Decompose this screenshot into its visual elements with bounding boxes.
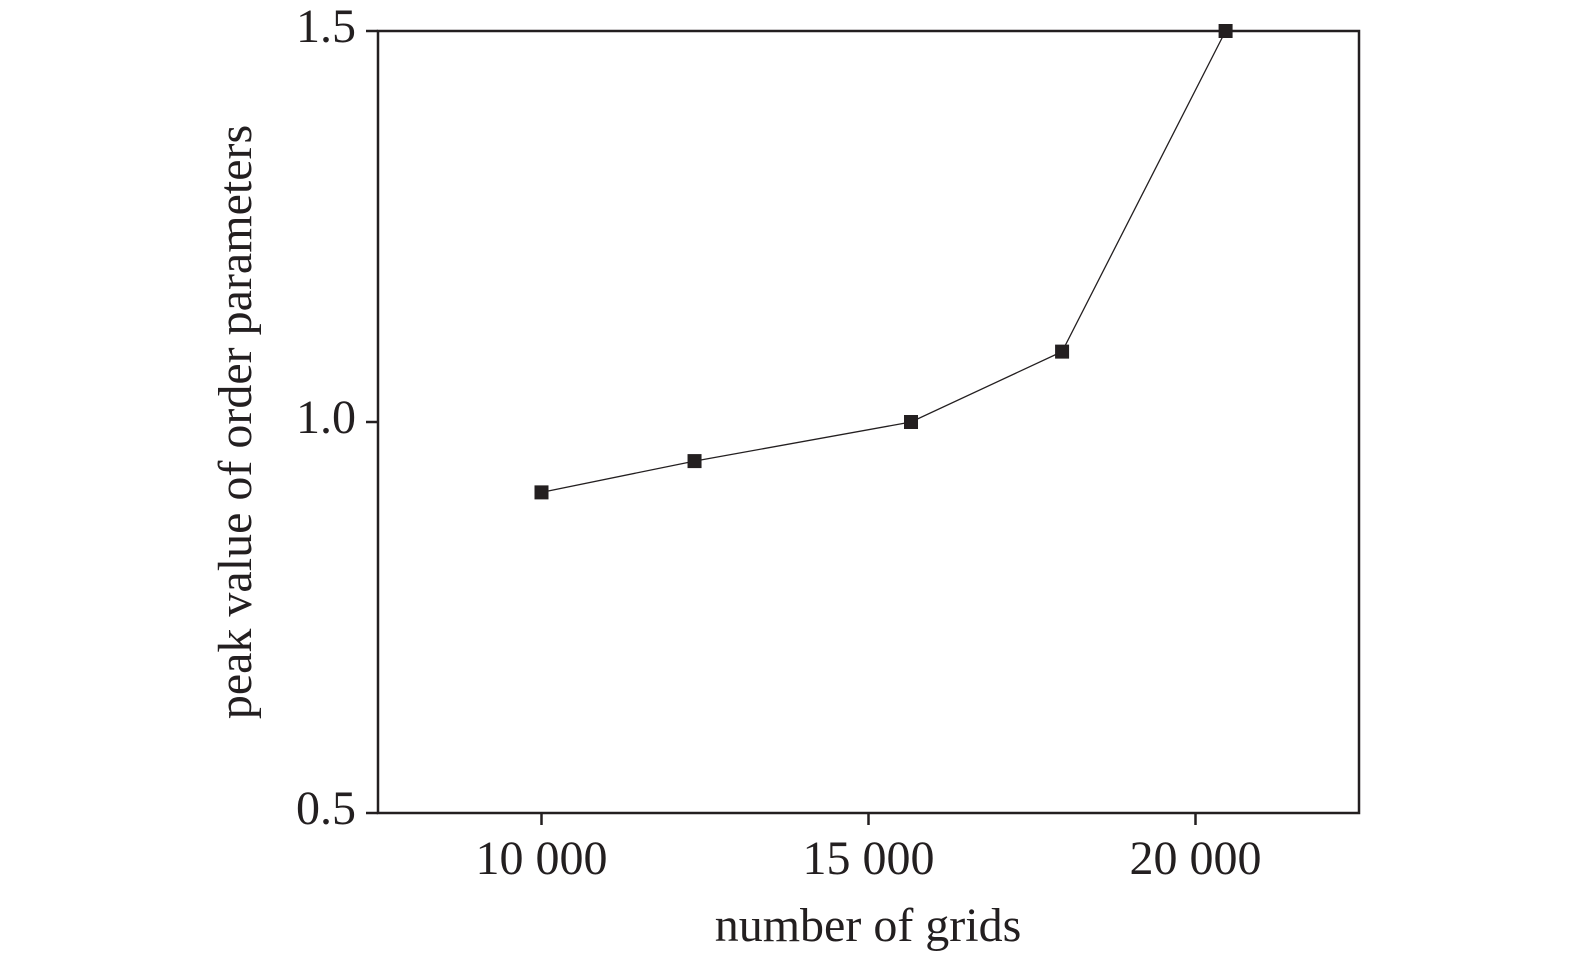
data-point: [687, 454, 702, 469]
data-point: [904, 415, 919, 429]
data-point: [534, 485, 549, 500]
data-point: [1055, 344, 1070, 359]
plot-frame: [376, 29, 1361, 815]
y-axis-label: peak value of order parameters: [209, 125, 262, 719]
data-point: [1218, 24, 1233, 38]
y-tick-label: 1.0: [296, 391, 356, 444]
y-tick-label: 1.5: [296, 0, 356, 53]
y-tick-label: 0.5: [296, 782, 356, 835]
x-tick-label: 15 000: [803, 832, 935, 885]
x-tick-label: 20 000: [1130, 832, 1262, 885]
data-line: [541, 30, 1227, 494]
x-axis-label: number of grids: [715, 899, 1022, 952]
x-tick-label: 10 000: [476, 832, 608, 885]
